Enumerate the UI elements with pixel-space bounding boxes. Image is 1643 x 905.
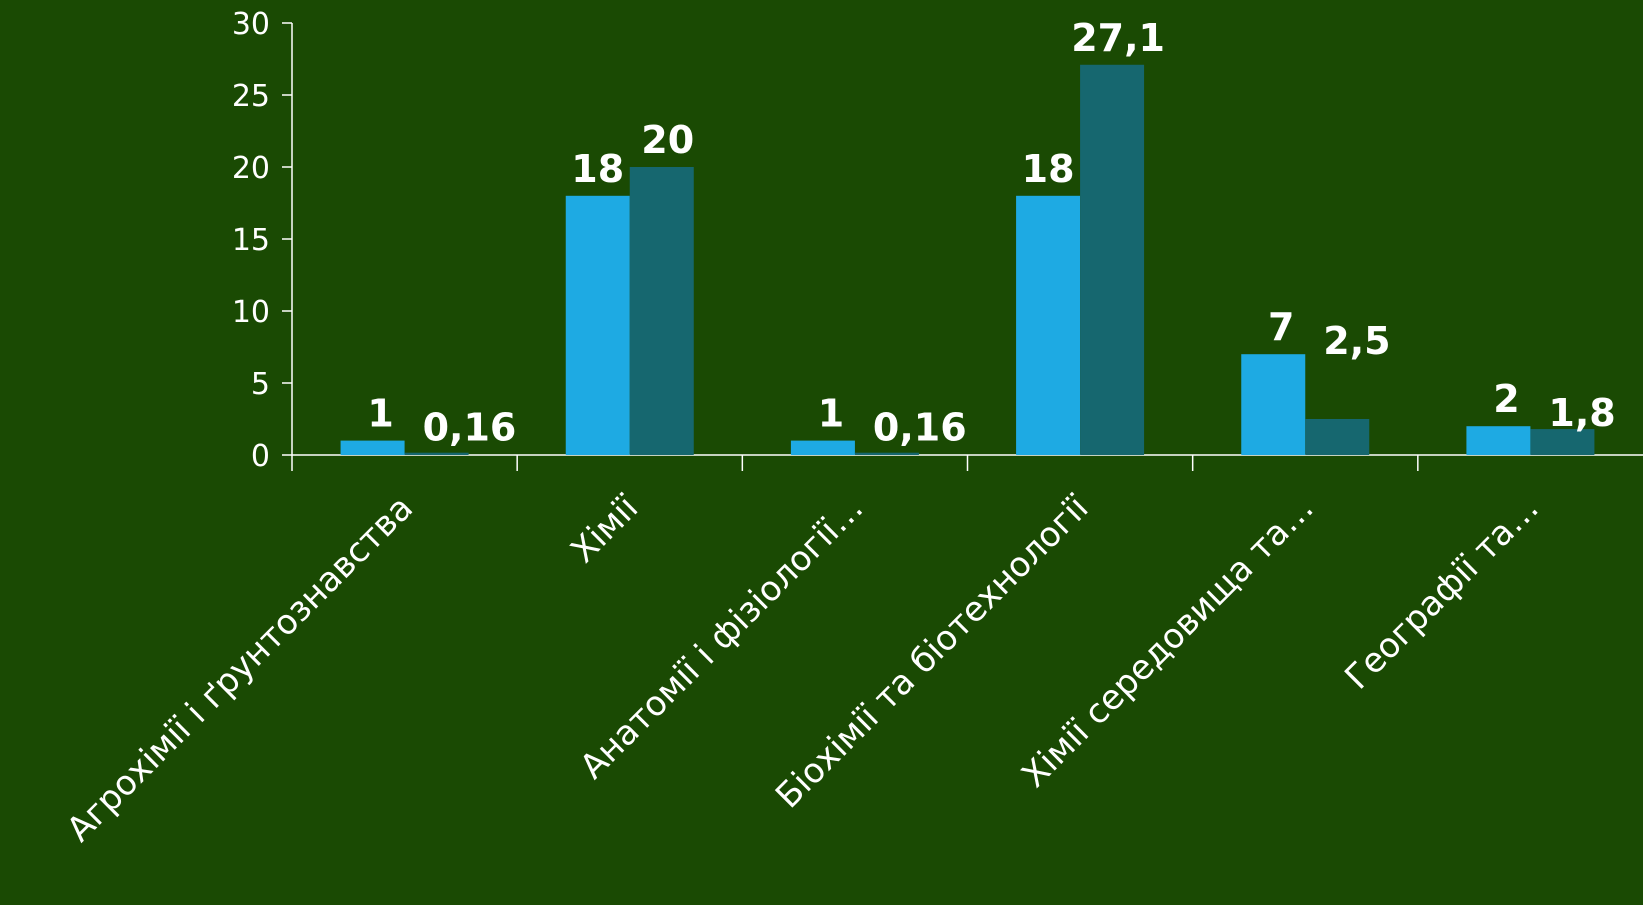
data-label-series-2: 0,16 xyxy=(423,406,517,450)
data-label-series-1: 18 xyxy=(571,147,624,191)
y-tick-label: 15 xyxy=(232,223,270,258)
bar-series-1 xyxy=(1016,195,1081,456)
data-label-series-2: 27,1 xyxy=(1071,16,1165,60)
bar-series-1 xyxy=(565,195,630,456)
y-tick-label: 5 xyxy=(251,367,270,402)
category-label: Агрохімії і ґрунтознавства xyxy=(59,488,421,850)
data-label-series-1: 1 xyxy=(818,392,844,436)
bar-series-2 xyxy=(629,167,694,455)
y-tick-label: 25 xyxy=(232,79,270,114)
y-tick-labels: 0 5 10 15 20 25 30 xyxy=(232,7,270,474)
bar-series-1 xyxy=(340,440,405,455)
category-label: Географії та… xyxy=(1337,488,1546,697)
data-label-series-2: 1,8 xyxy=(1548,391,1615,435)
category-labels: Агрохімії і ґрунтознавства ХіміїАнатомії … xyxy=(59,488,1547,850)
y-tick-label: 30 xyxy=(232,7,270,42)
bar-series-2 xyxy=(854,452,919,455)
chart-axes xyxy=(282,22,1643,471)
bar-series-2 xyxy=(404,452,469,455)
bar-series-1 xyxy=(790,440,855,455)
y-tick-label: 0 xyxy=(251,439,270,474)
bar-series-1 xyxy=(1466,426,1531,455)
bar-series-2 xyxy=(1530,429,1595,455)
data-label-series-2: 0,16 xyxy=(873,406,967,450)
category-label: Хімії xyxy=(563,488,646,571)
data-label-series-1: 1 xyxy=(367,392,393,436)
data-label-series-1: 2 xyxy=(1493,377,1519,421)
y-tick-label: 10 xyxy=(232,295,270,330)
y-tick-label: 20 xyxy=(232,151,270,186)
chart-bars xyxy=(340,64,1595,456)
bar-series-2 xyxy=(1305,419,1370,455)
bar-series-2 xyxy=(1080,64,1145,455)
data-labels: 1 0,16 18 20 1 0,16 18 27,1 7 2,5 2 1,8 xyxy=(367,16,1615,450)
data-label-series-2: 20 xyxy=(641,118,694,162)
data-label-series-1: 7 xyxy=(1268,305,1294,349)
data-label-series-1: 18 xyxy=(1022,147,1075,191)
bar-series-1 xyxy=(1241,354,1306,455)
data-label-series-2: 2,5 xyxy=(1323,319,1390,363)
